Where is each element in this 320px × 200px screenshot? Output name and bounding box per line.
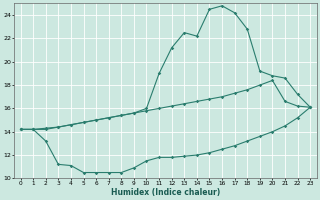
X-axis label: Humidex (Indice chaleur): Humidex (Indice chaleur) — [111, 188, 220, 197]
